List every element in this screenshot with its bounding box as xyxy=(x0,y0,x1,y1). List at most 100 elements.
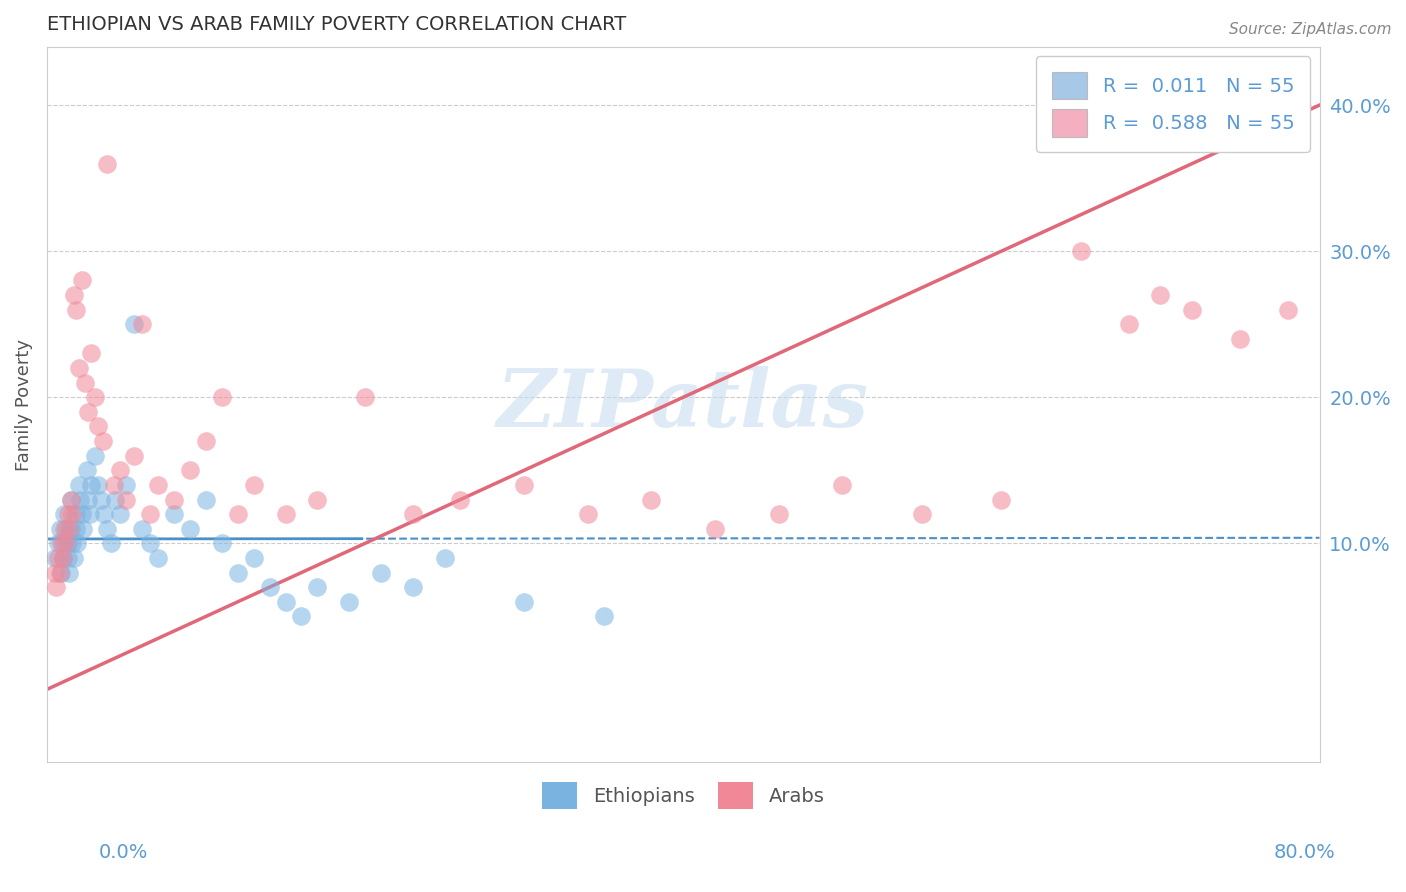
Point xyxy=(211,390,233,404)
Point xyxy=(63,288,86,302)
Point xyxy=(337,595,360,609)
Point xyxy=(242,551,264,566)
Point xyxy=(990,492,1012,507)
Point xyxy=(58,566,80,580)
Point xyxy=(72,522,94,536)
Point xyxy=(76,463,98,477)
Point xyxy=(51,536,73,550)
Point xyxy=(69,492,91,507)
Point xyxy=(96,522,118,536)
Point xyxy=(63,551,86,566)
Point xyxy=(831,478,853,492)
Point xyxy=(87,419,110,434)
Point xyxy=(115,492,138,507)
Point xyxy=(370,566,392,580)
Point xyxy=(163,492,186,507)
Point xyxy=(52,551,75,566)
Point xyxy=(194,434,217,448)
Text: Source: ZipAtlas.com: Source: ZipAtlas.com xyxy=(1229,22,1392,37)
Point xyxy=(108,463,131,477)
Y-axis label: Family Poverty: Family Poverty xyxy=(15,339,32,471)
Point xyxy=(70,507,93,521)
Point xyxy=(55,536,77,550)
Point xyxy=(65,522,87,536)
Point xyxy=(911,507,934,521)
Point xyxy=(83,390,105,404)
Point xyxy=(592,609,614,624)
Point xyxy=(354,390,377,404)
Text: ETHIOPIAN VS ARAB FAMILY POVERTY CORRELATION CHART: ETHIOPIAN VS ARAB FAMILY POVERTY CORRELA… xyxy=(46,15,626,34)
Point xyxy=(100,536,122,550)
Point xyxy=(66,536,89,550)
Point xyxy=(91,434,114,448)
Point xyxy=(274,507,297,521)
Point xyxy=(51,566,73,580)
Text: ZIPatlas: ZIPatlas xyxy=(498,366,869,443)
Point xyxy=(290,609,312,624)
Point xyxy=(48,522,70,536)
Point xyxy=(67,478,90,492)
Point xyxy=(211,536,233,550)
Point xyxy=(44,551,66,566)
Point xyxy=(576,507,599,521)
Point xyxy=(1229,332,1251,346)
Point xyxy=(70,273,93,287)
Point xyxy=(1149,288,1171,302)
Point xyxy=(60,536,83,550)
Point xyxy=(124,449,146,463)
Point xyxy=(55,522,77,536)
Point xyxy=(59,492,82,507)
Point xyxy=(77,492,100,507)
Point xyxy=(53,522,76,536)
Point xyxy=(139,507,162,521)
Point xyxy=(704,522,727,536)
Point xyxy=(139,536,162,550)
Point xyxy=(259,580,281,594)
Point xyxy=(307,492,329,507)
Point xyxy=(46,551,69,566)
Point xyxy=(56,507,79,521)
Point xyxy=(67,361,90,376)
Point xyxy=(103,478,125,492)
Point xyxy=(45,580,67,594)
Point xyxy=(450,492,472,507)
Point xyxy=(148,551,170,566)
Point xyxy=(226,507,249,521)
Point xyxy=(640,492,662,507)
Point xyxy=(768,507,790,521)
Point xyxy=(1070,244,1092,259)
Point xyxy=(87,478,110,492)
Point xyxy=(513,595,536,609)
Legend: Ethiopians, Arabs: Ethiopians, Arabs xyxy=(534,774,832,817)
Point xyxy=(77,405,100,419)
Point xyxy=(402,507,425,521)
Point xyxy=(58,522,80,536)
Point xyxy=(79,507,101,521)
Point xyxy=(226,566,249,580)
Point xyxy=(90,492,112,507)
Point xyxy=(46,536,69,550)
Point xyxy=(115,478,138,492)
Point xyxy=(56,536,79,550)
Point xyxy=(53,507,76,521)
Point xyxy=(274,595,297,609)
Point xyxy=(59,492,82,507)
Point xyxy=(52,536,75,550)
Point xyxy=(513,478,536,492)
Point xyxy=(124,317,146,331)
Point xyxy=(1181,302,1204,317)
Point xyxy=(56,551,79,566)
Point xyxy=(194,492,217,507)
Point xyxy=(1118,317,1140,331)
Point xyxy=(48,566,70,580)
Point xyxy=(242,478,264,492)
Point xyxy=(131,522,153,536)
Point xyxy=(96,156,118,170)
Point xyxy=(65,302,87,317)
Point xyxy=(179,522,201,536)
Point xyxy=(433,551,456,566)
Point xyxy=(104,492,127,507)
Point xyxy=(148,478,170,492)
Point xyxy=(179,463,201,477)
Point xyxy=(59,522,82,536)
